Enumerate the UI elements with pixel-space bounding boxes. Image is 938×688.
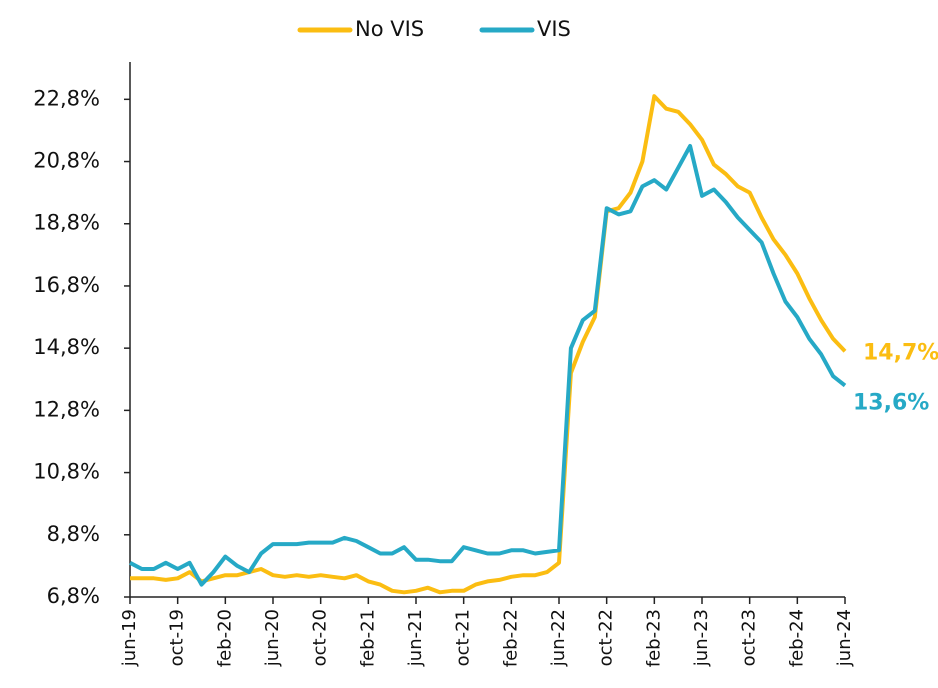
y-tick-label: 8,8% [47,522,100,546]
x-tick-label: oct-21 [453,609,474,666]
legend-label: VIS [537,17,571,41]
x-tick-label: jun-24 [834,609,855,667]
x-tick-label: oct-23 [739,609,760,666]
line-series [130,94,847,595]
y-tick-label: 12,8% [33,397,100,421]
y-tick-label: 22,8% [33,86,100,110]
x-tick-label: oct-19 [167,609,188,666]
y-tick-label: 10,8% [33,460,100,484]
x-tick-label: feb-23 [643,609,664,667]
y-tick-label: 16,8% [33,273,100,297]
x-tick-label: feb-24 [786,609,807,667]
line-series [129,144,847,587]
x-tick-label: feb-22 [500,609,521,667]
x-tick-label: jun-19 [119,609,140,667]
y-tick-label: 18,8% [33,211,100,235]
y-tick-label: 6,8% [47,584,100,608]
y-tick-label: 20,8% [33,149,100,173]
y-tick-label: 14,8% [33,335,100,359]
x-tick-label: jun-21 [405,609,426,667]
legend-label: No VIS [355,17,424,41]
x-tick-label: feb-21 [357,609,378,667]
x-tick-label: oct-22 [596,609,617,666]
x-tick-label: jun-22 [548,609,569,667]
x-tick-label: jun-23 [691,609,712,667]
x-tick-label: oct-20 [310,609,331,666]
value-label: 14,7% [863,340,938,365]
x-tick-label: jun-20 [262,609,283,667]
x-tick-label: feb-20 [214,609,235,667]
value-label: 13,6% [853,390,929,415]
